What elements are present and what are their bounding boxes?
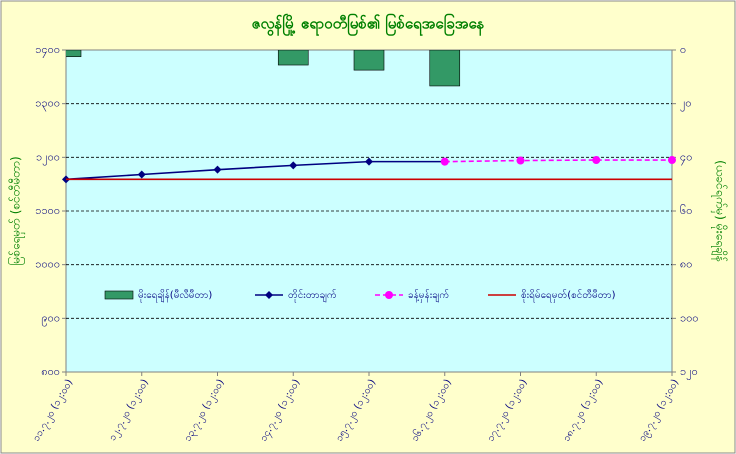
data-point: [137, 170, 146, 179]
y-tick-label: ၁၀၀၀: [35, 258, 60, 271]
y2-tick-label: ၄၀: [680, 150, 692, 165]
y2-tick-label: ၆၀: [680, 204, 692, 217]
data-point: [213, 165, 222, 174]
legend-label: ခန့်မှန်းချက်: [408, 288, 449, 303]
legend-swatch: [104, 290, 134, 300]
bar: [429, 50, 461, 87]
legend-label: စိုးရိမ်ရေမှတ်(စင်တီမီတာ): [521, 288, 616, 303]
data-point: [289, 161, 298, 170]
y-tick-label: ၁၄၀၀: [35, 43, 60, 58]
data-point: [265, 291, 273, 299]
data-point: [440, 157, 449, 166]
y-tick-label: ၉၀၀: [41, 311, 60, 326]
bar: [277, 50, 309, 66]
bar: [353, 50, 385, 71]
y2-axis-title: (ယခင်ရက်မှ) မိုးရေချိန်: [711, 160, 729, 262]
y-tick-label: ၈၀၀: [41, 365, 60, 378]
plot-content: [66, 50, 461, 87]
data-point: [385, 291, 393, 299]
legend-label: တိုင်းတာချက်: [288, 288, 337, 303]
y-tick-label: ၁၂၀၀: [36, 150, 60, 165]
y2-tick-label: ၁၀၀: [680, 311, 699, 324]
y2-tick-label: ၂၀: [680, 97, 692, 112]
data-point: [592, 156, 601, 165]
data-point: [516, 156, 525, 165]
data-point: [668, 156, 676, 165]
y2-tick-label: ၈၀: [680, 258, 692, 271]
line: [444, 159, 672, 163]
y-tick-label: ၁၃၀၀: [35, 97, 60, 112]
y-tick-label: ၁၁၀၀: [35, 204, 60, 217]
y2-tick-label: ၀: [680, 43, 686, 56]
bar: [66, 50, 82, 58]
legend-label: မိုးရေချိန်(မီလီမီတာ): [138, 288, 212, 303]
y2-tick-label: ၁၂၀: [680, 365, 698, 380]
data-point: [365, 157, 373, 166]
line: [65, 160, 445, 181]
y-axis-title: မြစ်ရေမှတ် (စင်တီမီတာ): [7, 156, 26, 265]
